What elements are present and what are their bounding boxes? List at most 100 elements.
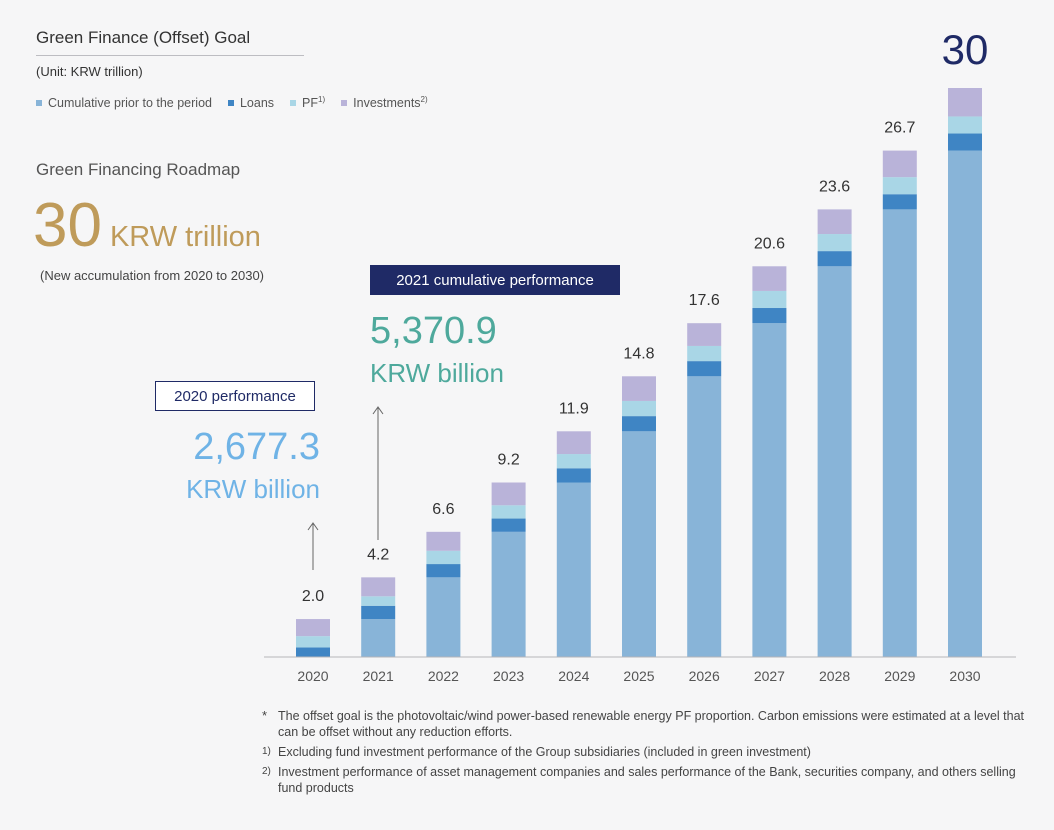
arrow-2020: [307, 522, 319, 570]
total-label-2026: 17.6: [689, 292, 720, 309]
bar-segment-investments-2020: [296, 619, 330, 637]
bar-segment-cumulative-2023: [491, 531, 526, 657]
bar-segment-loans-2023: [491, 518, 526, 532]
bar-segment-pf-2027: [752, 290, 787, 309]
legend-swatch-pf: [290, 99, 297, 106]
legend-swatch-investments: [341, 99, 348, 106]
arrow-2021: [372, 406, 384, 540]
legend-sup: 1): [318, 95, 326, 104]
total-label-2029: 26.7: [884, 120, 915, 137]
x-tick-label-2026: 2026: [689, 668, 720, 684]
bar-segment-loans-2021: [361, 605, 396, 620]
bar-segment-pf-2021: [361, 596, 396, 606]
bar-segment-cumulative-2027: [752, 323, 787, 657]
bar-segment-loans-2024: [556, 468, 591, 483]
bar-segment-loans-2025: [622, 416, 656, 432]
bar-segment-pf-2026: [687, 345, 722, 362]
legend-label: Loans: [239, 95, 275, 110]
x-tick-label-2021: 2021: [363, 668, 394, 684]
bar-segment-cumulative-2028: [817, 266, 852, 657]
total-label-2020: 2.0: [302, 588, 324, 605]
bar-segment-investments-2028: [817, 209, 852, 235]
bar-segment-investments-2030: [948, 88, 982, 117]
roadmap-number: 30: [33, 191, 102, 260]
bar-segment-cumulative-2022: [426, 577, 461, 657]
legend-label: Cumulative prior to the period: [48, 95, 212, 110]
x-tick-label-2022: 2022: [428, 668, 459, 684]
bars-group: [296, 88, 982, 658]
callout-2020-value: 2,677.3: [193, 426, 320, 468]
bar-segment-loans-2026: [687, 361, 722, 377]
footnote-1: 1) Excluding fund investment performance…: [262, 744, 1032, 760]
callout-2020-unit: KRW billion: [186, 474, 320, 504]
bar-segment-investments-2023: [491, 482, 526, 506]
total-labels-group: 2.0 4.2 6.6 9.2 11.9 14.8 17.6 20.6 23.6 26.7 30: [302, 26, 988, 605]
legend-item-pf: PF1): [290, 95, 325, 110]
bar-segment-cumulative-2026: [687, 376, 722, 657]
total-label-2023: 9.2: [497, 452, 519, 469]
bar-segment-pf-2029: [882, 177, 917, 195]
bar-segment-cumulative-2029: [882, 209, 917, 658]
bar-segment-investments-2021: [361, 577, 396, 597]
bar-segment-investments-2024: [556, 431, 591, 455]
legend-swatch-cumulative: [36, 99, 42, 106]
bar-segment-loans-2027: [752, 308, 787, 324]
total-label-2027: 20.6: [754, 235, 785, 252]
legend-item-loans: Loans: [227, 95, 275, 110]
legend: Cumulative prior to the period Loans PF1…: [36, 95, 428, 110]
bar-segment-investments-2027: [752, 266, 787, 291]
callout-2020-label: 2020 performance: [155, 381, 315, 411]
bar-segment-pf-2025: [622, 400, 656, 417]
roadmap-unit: KRW trillion: [109, 221, 261, 253]
footnote-mark: *: [262, 708, 268, 723]
bar-segment-cumulative-2021: [361, 619, 396, 657]
bar-segment-pf-2023: [491, 505, 526, 519]
x-tick-label-2025: 2025: [623, 668, 654, 684]
x-tick-label-2028: 2028: [819, 668, 850, 684]
roadmap-note: (New accumulation from 2020 to 2030): [40, 268, 265, 283]
x-tick-labels-group: 2020 2021 2022 2023 2024 2025 2026 2027 2028 2029…: [297, 668, 980, 684]
bar-segment-pf-2020: [296, 636, 330, 648]
footnote-text: Investment performance of asset manageme…: [278, 765, 1016, 795]
total-label-2028: 23.6: [819, 178, 850, 195]
x-tick-label-2029: 2029: [884, 668, 915, 684]
x-tick-label-2027: 2027: [754, 668, 785, 684]
bar-segment-pf-2028: [817, 234, 852, 252]
bar-segment-loans-2020: [296, 647, 330, 657]
legend-sup: 2): [420, 95, 428, 104]
footnotes: * The offset goal is the photovoltaic/wi…: [262, 708, 1032, 800]
bar-segment-cumulative-2024: [556, 482, 591, 657]
legend-item-investments: Investments2): [341, 95, 428, 110]
total-label-2030: 30: [942, 26, 989, 73]
title-divider: [36, 55, 304, 56]
bar-segment-investments-2029: [882, 150, 917, 178]
unit-label: (Unit: KRW trillion): [36, 64, 143, 79]
legend-label: PF1): [302, 95, 326, 111]
footnote-star: * The offset goal is the photovoltaic/wi…: [262, 708, 1032, 740]
total-label-2024: 11.9: [559, 400, 589, 417]
footnote-mark: 2): [262, 766, 271, 777]
x-tick-label-2023: 2023: [493, 668, 524, 684]
callout-2021-unit: KRW billion: [370, 358, 504, 388]
bar-segment-pf-2030: [948, 116, 982, 134]
bar-segment-loans-2030: [948, 133, 982, 151]
total-label-2021: 4.2: [367, 546, 389, 563]
bar-segment-loans-2028: [817, 251, 852, 267]
total-label-2025: 14.8: [623, 345, 654, 362]
chart-title: Green Finance (Offset) Goal: [36, 28, 251, 47]
bar-segment-investments-2022: [426, 531, 461, 551]
roadmap-title: Green Financing Roadmap: [36, 160, 241, 179]
bar-segment-pf-2024: [556, 454, 591, 469]
legend-item-cumulative: Cumulative prior to the period: [36, 96, 212, 110]
bar-segment-pf-2022: [426, 550, 461, 565]
stacked-bar-chart: 2.0 4.2 6.6 9.2 11.9 14.8 17.6 20.6 23.6 26.7 30 2…: [264, 26, 1016, 684]
bar-segment-cumulative-2025: [622, 431, 656, 657]
footnote-mark: 1): [262, 746, 271, 757]
bar-segment-loans-2022: [426, 564, 461, 578]
callout-2021-value: 5,370.9: [370, 310, 497, 352]
footnote-text: The offset goal is the photovoltaic/wind…: [278, 709, 1025, 739]
footnote-2: 2) Investment performance of asset manag…: [262, 764, 1032, 796]
x-tick-label-2024: 2024: [558, 668, 589, 684]
bar-segment-cumulative-2030: [948, 150, 982, 657]
x-tick-label-2020: 2020: [297, 668, 328, 684]
